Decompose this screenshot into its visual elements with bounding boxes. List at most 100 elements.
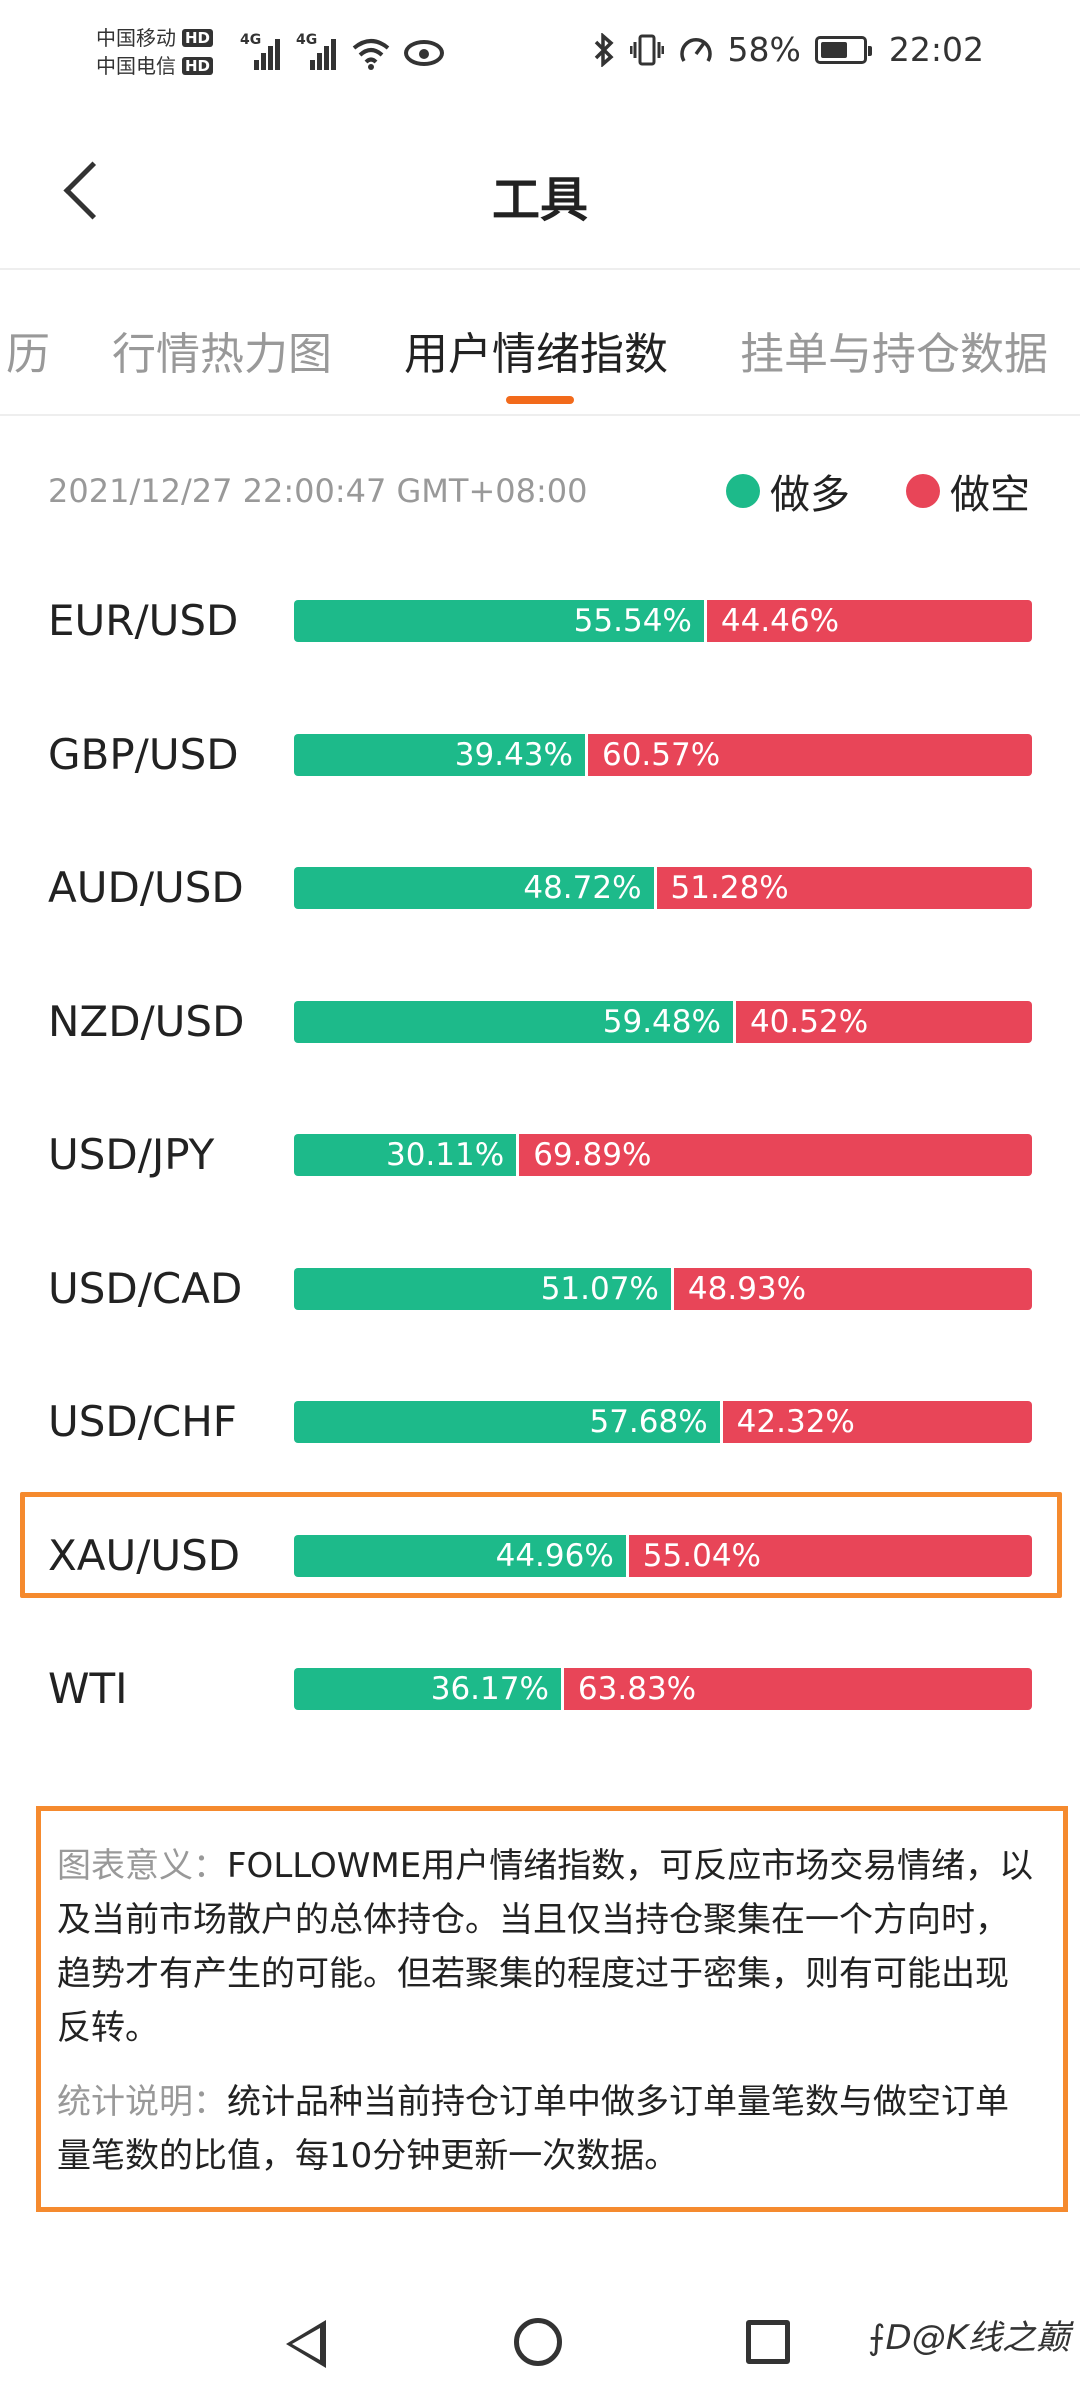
stat-text: 统计品种当前持仓订单中做多订单量笔数与做空订单量笔数的比值，每10分钟更新一次数… — [57, 2082, 1009, 2176]
sentiment-row: XAU/USD 44.96% 55.04% — [0, 1495, 1080, 1615]
legend-short-label: 做空 — [950, 472, 1030, 518]
bar-separator — [653, 867, 657, 909]
chart-meaning-text: FOLLOWME用户情绪指数，可反应市场交易情绪，以及当前市场散户的总体持仓。当… — [57, 1846, 1034, 2048]
long-segment: 51.07% — [294, 1267, 671, 1310]
bar-separator — [670, 1267, 674, 1310]
vibrate-icon — [629, 34, 664, 65]
stat-paragraph: 统计说明：统计品种当前持仓订单中做多订单量笔数与做空订单量笔数的比值，每10分钟… — [57, 2075, 1039, 2183]
nav-back-icon[interactable] — [286, 2320, 326, 2368]
bar-separator — [732, 1000, 736, 1043]
bar-separator — [719, 1401, 723, 1443]
cell-signal-icon-1: 4G — [240, 32, 282, 70]
long-segment: 57.68% — [294, 1401, 720, 1443]
carrier-1: 中国移动 — [96, 26, 176, 50]
bar-separator — [584, 733, 588, 776]
legend-short: 做空 — [906, 462, 1030, 520]
sentiment-bar: 39.43% 60.57% — [294, 733, 1032, 776]
highlight-box-xau — [20, 1492, 1062, 1598]
bar-separator — [560, 1668, 564, 1710]
sentiment-row: NZD/USD 59.48% 40.52% — [0, 961, 1080, 1081]
short-segment: 55.04% — [628, 1534, 1032, 1577]
cell-signal-icon-2: 4G — [296, 32, 338, 70]
sentiment-bar: 57.68% 42.32% — [294, 1401, 1032, 1443]
pair-label: GBP/USD — [48, 729, 239, 779]
pair-label: USD/CAD — [48, 1263, 243, 1313]
chart-meaning-paragraph: 图表意义：FOLLOWME用户情绪指数，可反应市场交易情绪，以及当前市场散户的总… — [57, 1839, 1039, 2055]
tab-orders-positions[interactable]: 挂单与持仓数据 — [740, 329, 1048, 380]
tabs-divider — [0, 414, 1080, 416]
short-segment: 63.83% — [563, 1668, 1032, 1710]
sentiment-bar: 44.96% 55.04% — [294, 1534, 1032, 1577]
sentiment-row: EUR/USD 55.54% 44.46% — [0, 560, 1080, 680]
sentiment-bar: 55.54% 44.46% — [294, 600, 1032, 642]
signal-icons: 4G 4G — [240, 32, 444, 70]
sentiment-row: WTI 36.17% 63.83% — [0, 1628, 1080, 1748]
sentiment-row: USD/CHF 57.68% 42.32% — [0, 1361, 1080, 1481]
sentiment-bar: 59.48% 40.52% — [294, 1000, 1032, 1043]
legend-long-label: 做多 — [770, 472, 850, 518]
tab-heatmap[interactable]: 行情热力图 — [112, 329, 332, 380]
pair-label: USD/CHF — [48, 1397, 237, 1446]
tab-partial-calendar[interactable]: 历 — [6, 329, 50, 380]
hd-badge-1: HD — [182, 29, 214, 47]
short-segment: 48.93% — [673, 1267, 1032, 1310]
short-segment: 40.52% — [735, 1000, 1032, 1043]
battery-percent: 58% — [727, 30, 801, 69]
pair-label: USD/JPY — [48, 1130, 215, 1179]
header-divider — [0, 268, 1080, 270]
watermark: ⨍D@K线之巅 — [867, 2318, 1070, 2358]
carrier-2: 中国电信 — [96, 54, 176, 78]
battery-icon — [814, 35, 872, 64]
short-segment: 51.28% — [656, 867, 1032, 909]
pair-label: WTI — [48, 1664, 128, 1713]
hd-badge-2: HD — [182, 57, 214, 75]
page-title: 工具 — [491, 172, 588, 228]
info-box: 图表意义：FOLLOWME用户情绪指数，可反应市场交易情绪，以及当前市场散户的总… — [36, 1806, 1068, 2212]
short-segment: 42.32% — [722, 1401, 1032, 1443]
status-right: 58% 22:02 — [592, 30, 984, 69]
legend-short-dot — [906, 474, 940, 508]
long-segment: 30.11% — [294, 1134, 517, 1176]
sentiment-bar: 51.07% 48.93% — [294, 1267, 1032, 1310]
wifi-icon — [352, 39, 390, 70]
short-segment: 60.57% — [587, 733, 1032, 776]
long-segment: 48.72% — [294, 867, 654, 909]
legend-long-dot — [726, 474, 760, 508]
legend: 做多 做空 — [726, 462, 1030, 520]
sentiment-row: USD/CAD 51.07% 48.93% — [0, 1228, 1080, 1348]
pair-label: NZD/USD — [48, 996, 245, 1046]
sentiment-row: GBP/USD 39.43% 60.57% — [0, 694, 1080, 814]
data-timestamp: 2021/12/27 22:00:47 GMT+08:00 — [48, 472, 588, 510]
sentiment-row: USD/JPY 30.11% 69.89% — [0, 1094, 1080, 1214]
carrier-info: 中国移动 HD 中国电信 HD — [96, 24, 214, 80]
eye-comfort-icon — [404, 40, 444, 66]
sentiment-bar: 30.11% 69.89% — [294, 1134, 1032, 1176]
long-segment: 55.54% — [294, 600, 704, 642]
pair-label: XAU/USD — [48, 1530, 241, 1580]
tab-sentiment-index[interactable]: 用户情绪指数 — [404, 329, 668, 380]
long-segment: 36.17% — [294, 1668, 561, 1710]
system-nav-bar — [0, 2290, 1080, 2400]
active-tab-indicator — [506, 396, 574, 404]
bar-separator — [703, 600, 707, 642]
app-header: 工具 — [0, 110, 1080, 270]
status-bar: 中国移动 HD 中国电信 HD 4G 4G — [0, 0, 1080, 110]
sentiment-row: AUD/USD 48.72% 51.28% — [0, 827, 1080, 947]
chart-meaning-label: 图表意义： — [57, 1846, 227, 1886]
speedometer-icon — [679, 37, 712, 62]
short-segment: 69.89% — [519, 1134, 1032, 1176]
bar-separator — [516, 1134, 520, 1176]
clock: 22:02 — [888, 30, 984, 69]
bluetooth-icon — [594, 32, 614, 67]
stat-label: 统计说明： — [57, 2082, 227, 2122]
nav-home-icon[interactable] — [514, 2318, 562, 2366]
sentiment-bar: 48.72% 51.28% — [294, 867, 1032, 909]
pair-label: EUR/USD — [48, 596, 239, 645]
long-segment: 59.48% — [294, 1000, 733, 1043]
long-segment: 44.96% — [294, 1534, 626, 1577]
sentiment-bar: 36.17% 63.83% — [294, 1668, 1032, 1710]
long-segment: 39.43% — [294, 733, 585, 776]
short-segment: 44.46% — [706, 600, 1032, 642]
nav-recent-apps-icon[interactable] — [746, 2320, 790, 2364]
pair-label: AUD/USD — [48, 863, 244, 912]
